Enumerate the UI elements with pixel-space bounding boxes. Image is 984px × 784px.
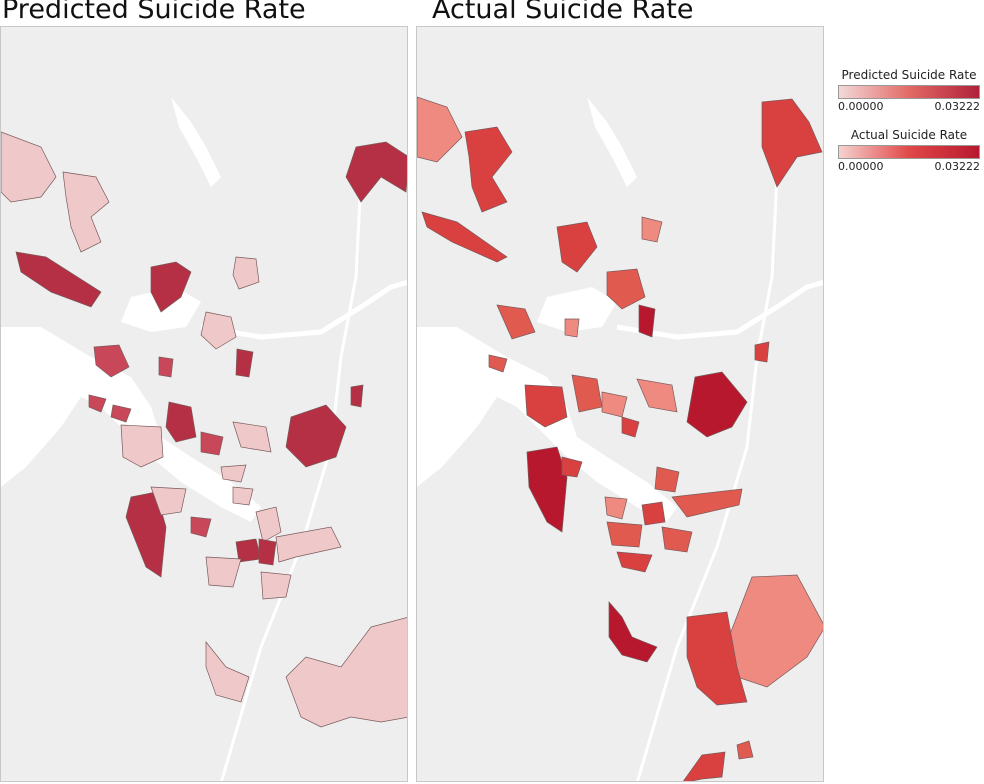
predicted-map-canvas[interactable] [1,27,408,782]
region[interactable] [638,304,656,338]
river [616,279,823,340]
region[interactable] [205,641,250,703]
region[interactable] [754,341,770,363]
predicted-map-title: Predicted Suicide Rate [2,0,306,25]
region[interactable] [761,98,823,188]
region[interactable] [421,211,508,263]
legend-predicted: Predicted Suicide Rate 0.00000 0.03222 [838,68,980,113]
region[interactable] [255,506,282,543]
region[interactable] [235,538,262,563]
region[interactable] [671,488,743,518]
region[interactable] [488,354,508,373]
ocean [417,327,497,487]
region[interactable] [571,374,603,413]
region[interactable] [205,556,242,588]
region[interactable] [641,216,663,243]
legend-actual-max: 0.03222 [934,160,981,173]
actual-map-title: Actual Suicide Rate [432,0,694,25]
region[interactable] [608,601,658,663]
region[interactable] [285,617,408,728]
region[interactable] [165,401,197,443]
region[interactable] [15,251,102,308]
region[interactable] [200,431,224,456]
region[interactable] [686,371,748,438]
bay-water-north [537,287,617,332]
region[interactable] [110,404,132,423]
region[interactable] [120,424,164,468]
legend-predicted-max: 0.03222 [934,100,981,113]
region[interactable] [524,384,568,428]
predicted-map[interactable] [0,26,408,782]
river [200,279,407,340]
region[interactable] [62,171,110,253]
region[interactable] [606,521,643,548]
region[interactable] [661,526,693,553]
region[interactable] [526,446,568,533]
region[interactable] [686,611,748,706]
region[interactable] [88,394,107,413]
region[interactable] [606,268,646,310]
region[interactable] [158,356,174,378]
legend-predicted-gradient [838,85,980,99]
region[interactable] [350,384,364,408]
region[interactable] [654,466,680,493]
region[interactable] [200,311,237,350]
region[interactable] [235,348,254,378]
region[interactable] [232,256,260,290]
reservoir [587,97,637,187]
region[interactable] [561,456,583,478]
region[interactable] [275,526,342,563]
region[interactable] [726,574,824,688]
legend-predicted-title: Predicted Suicide Rate [841,68,977,82]
region[interactable] [464,126,513,213]
region[interactable] [150,261,192,313]
region[interactable] [260,571,292,600]
bay-water [1,327,261,522]
region[interactable] [682,751,726,782]
highway [636,176,779,781]
region[interactable] [345,141,408,203]
region[interactable] [736,740,754,760]
legend-actual-title: Actual Suicide Rate [850,128,968,142]
region[interactable] [496,304,536,340]
region[interactable] [285,404,347,468]
ocean [1,327,81,487]
region[interactable] [232,421,272,453]
region[interactable] [220,464,247,483]
legend-actual-min: 0.00000 [838,160,884,173]
legend-actual: Actual Suicide Rate 0.00000 0.03222 [838,128,980,173]
region[interactable] [556,221,598,273]
actual-map[interactable] [416,26,824,782]
region[interactable] [621,416,640,438]
region[interactable] [604,496,628,520]
legend-actual-gradient [838,145,980,159]
region[interactable] [641,501,666,526]
region[interactable] [232,486,254,506]
legend-predicted-min: 0.00000 [838,100,884,113]
region[interactable] [93,344,130,378]
region[interactable] [150,486,187,516]
region[interactable] [190,516,212,538]
region[interactable] [1,131,57,203]
reservoir [171,97,221,187]
region[interactable] [417,96,463,163]
region[interactable] [616,551,653,573]
region[interactable] [636,378,678,413]
region[interactable] [258,538,277,566]
region[interactable] [564,318,580,338]
region[interactable] [601,391,628,418]
actual-map-canvas[interactable] [417,27,824,782]
